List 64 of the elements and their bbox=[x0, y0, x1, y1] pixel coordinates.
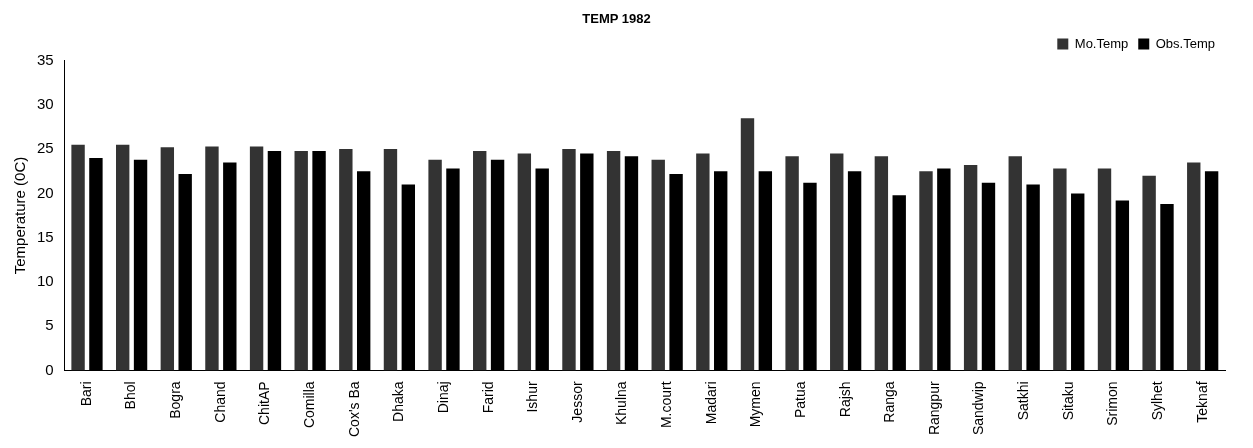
y-tick-label: 5 bbox=[45, 316, 54, 334]
y-tick-label: 15 bbox=[37, 227, 54, 245]
bar bbox=[428, 159, 442, 371]
bar bbox=[339, 149, 353, 371]
x-tick-label: Sitaku bbox=[1059, 381, 1076, 421]
x-tick-label: M.court bbox=[658, 381, 675, 429]
x-tick-label: ChitAP bbox=[256, 381, 273, 425]
x-tick-label: Sandwip bbox=[970, 381, 987, 436]
x-tick-label: Satkhi bbox=[1015, 381, 1032, 421]
x-tick-label: Dhaka bbox=[390, 381, 407, 422]
y-tick-label: 20 bbox=[37, 183, 54, 201]
x-tick-label: Jessor bbox=[568, 381, 585, 423]
bar bbox=[785, 156, 799, 371]
x-tick-label: Farid bbox=[479, 381, 496, 414]
bar bbox=[1097, 168, 1112, 371]
y-tick-label: 35 bbox=[37, 50, 54, 68]
x-tick-label: Comilla bbox=[301, 381, 317, 429]
bar bbox=[1187, 162, 1201, 371]
y-axis-title: Temperature (0C) bbox=[11, 156, 29, 275]
x-tick-label: Mymen bbox=[747, 381, 764, 428]
bar bbox=[874, 156, 889, 371]
x-tick-label: Ranga bbox=[881, 381, 898, 423]
x-tick-label: Khulna bbox=[613, 381, 630, 426]
legend-label: Obs.Temp bbox=[1155, 35, 1216, 51]
x-tick-label: Bogra bbox=[167, 381, 184, 419]
y-tick-label: 30 bbox=[37, 95, 54, 112]
x-tick-label: Chand bbox=[211, 381, 228, 423]
bar bbox=[963, 165, 978, 371]
x-tick-label: Patua bbox=[791, 381, 808, 419]
bar bbox=[116, 144, 130, 371]
chart-title: TEMP 1982 bbox=[582, 11, 651, 27]
x-tick-label: Cox's Ba bbox=[345, 381, 362, 438]
bar bbox=[1008, 156, 1022, 371]
bar bbox=[205, 146, 219, 371]
x-tick-label: Rajsh bbox=[836, 381, 853, 418]
x-tick-label: Sylhet bbox=[1148, 381, 1165, 421]
bar bbox=[160, 147, 175, 371]
bar bbox=[294, 150, 308, 371]
x-tick-label: Dinaj bbox=[434, 381, 451, 414]
bar bbox=[562, 149, 576, 371]
x-tick-label: Rangpur bbox=[925, 381, 942, 436]
bar bbox=[1142, 175, 1156, 371]
bar bbox=[383, 149, 398, 371]
x-tick-label: Madari bbox=[702, 381, 719, 425]
x-tick-label: Ishur bbox=[524, 381, 541, 413]
bar bbox=[606, 150, 621, 371]
bar bbox=[830, 153, 844, 371]
legend-label: Mo.Temp bbox=[1074, 35, 1129, 51]
bar bbox=[249, 146, 264, 371]
bar bbox=[696, 153, 710, 371]
bar bbox=[71, 144, 85, 371]
x-tick-label: Bhol bbox=[122, 381, 139, 410]
bar bbox=[651, 159, 665, 371]
bar bbox=[919, 171, 933, 371]
y-tick-label: 10 bbox=[37, 272, 54, 290]
bar bbox=[473, 150, 487, 371]
y-tick-label: 0 bbox=[45, 360, 54, 378]
y-tick-label: 25 bbox=[37, 139, 54, 157]
bar bbox=[517, 153, 532, 371]
x-tick-label: Teknaf bbox=[1193, 381, 1210, 423]
x-tick-label: Bari bbox=[77, 381, 94, 407]
bar bbox=[740, 118, 755, 371]
x-tick-label: Srimon bbox=[1104, 381, 1121, 426]
bar bbox=[1053, 168, 1067, 371]
